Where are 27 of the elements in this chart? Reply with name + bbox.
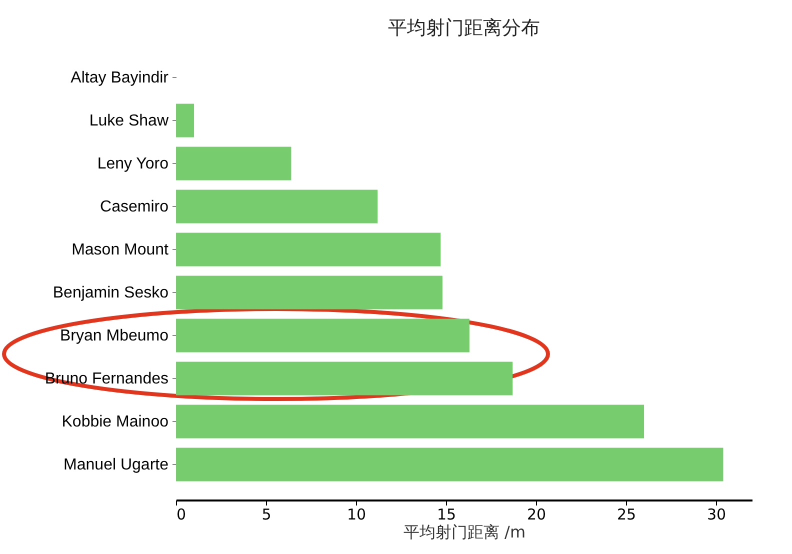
y-tick-label: Casemiro xyxy=(100,198,169,216)
x-tick-label: 20 xyxy=(526,506,546,524)
x-tick-label: 5 xyxy=(262,506,272,524)
bar xyxy=(176,318,470,352)
chart-title: 平均射门距离分布 xyxy=(388,17,540,39)
x-tick-label: 0 xyxy=(176,506,186,524)
x-tick-label: 15 xyxy=(436,506,456,524)
x-axis-title: 平均射门距离 /m xyxy=(403,522,526,542)
bar xyxy=(176,146,292,180)
bar xyxy=(176,232,441,266)
bar xyxy=(176,276,442,310)
bar xyxy=(176,104,194,138)
y-tick-label: Benjamin Sesko xyxy=(52,284,169,302)
y-tick-label: Altay Bayindir xyxy=(70,70,170,86)
bar xyxy=(176,448,724,482)
bar xyxy=(176,362,513,396)
bar xyxy=(176,404,644,438)
y-tick-label: Leny Yoro xyxy=(97,156,169,172)
y-tick-label: Kobbie Mainoo xyxy=(62,414,169,430)
y-tick-label: Manuel Ugarte xyxy=(64,456,169,474)
y-tick-label: Luke Shaw xyxy=(89,112,169,130)
bar xyxy=(176,190,378,224)
x-tick-label: 30 xyxy=(706,506,726,524)
x-tick-label: 10 xyxy=(346,506,366,524)
y-tick-label: Bryan Mbeumo xyxy=(60,328,169,344)
y-tick-label: Mason Mount xyxy=(72,242,170,258)
x-tick-label: 25 xyxy=(616,506,636,524)
